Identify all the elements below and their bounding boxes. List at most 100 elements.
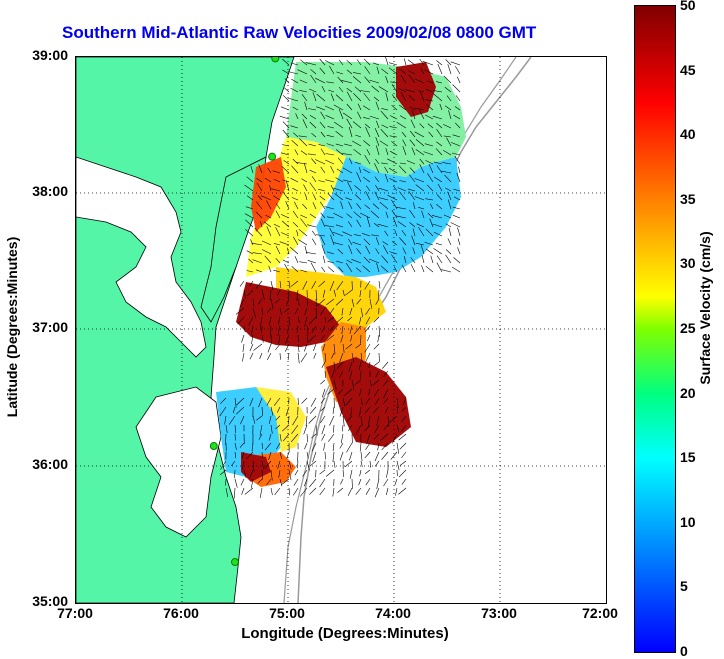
velocity-vector (292, 210, 299, 219)
velocity-vector (366, 433, 371, 444)
velocity-vector (234, 451, 236, 459)
velocity-vector (237, 316, 245, 325)
velocity-vector (301, 178, 308, 183)
velocity-vector (304, 307, 308, 316)
velocity-vector (275, 203, 281, 210)
velocity-vector (307, 260, 317, 264)
velocity-vector (408, 74, 416, 84)
velocity-vector (339, 442, 344, 449)
velocity-vector (298, 135, 308, 138)
velocity-vector (325, 179, 335, 183)
velocity-vector (398, 469, 407, 478)
velocity-vector (353, 92, 362, 102)
velocity-vector (396, 121, 407, 129)
velocity-vector (382, 370, 389, 378)
velocity-vector (409, 209, 416, 219)
velocity-vector (290, 433, 299, 443)
velocity-vector (397, 221, 407, 228)
velocity-vector (428, 131, 434, 138)
velocity-vector (246, 250, 254, 255)
velocity-vector (303, 184, 308, 192)
velocity-vector (288, 316, 291, 326)
velocity-vector (457, 76, 461, 84)
velocity-vector (225, 424, 228, 433)
velocity-vector (272, 170, 281, 174)
velocity-vector (398, 487, 407, 495)
velocity-vector (348, 244, 353, 255)
velocity-vector (234, 487, 236, 499)
velocity-vector (407, 188, 416, 192)
velocity-vector (394, 478, 398, 486)
y-tick: 35:00 (32, 593, 68, 609)
velocity-vector (352, 76, 362, 84)
velocity-vector (320, 148, 326, 156)
velocity-vector (336, 149, 344, 156)
x-tick: 73:00 (481, 605, 517, 621)
velocity-vector (308, 143, 317, 147)
velocity-vector (261, 442, 263, 450)
velocity-vector (345, 397, 353, 406)
velocity-vector (347, 181, 353, 192)
velocity-vector (346, 415, 353, 422)
velocity-vector (273, 195, 281, 201)
velocity-vector (354, 86, 362, 93)
velocity-vectors (219, 57, 461, 499)
velocity-vector (363, 256, 371, 264)
velocity-vector (302, 469, 308, 477)
velocity-vector (393, 266, 398, 273)
velocity-vector (235, 307, 245, 315)
velocity-vector (420, 91, 425, 102)
velocity-vector (291, 424, 299, 434)
velocity-vector (311, 158, 317, 165)
velocity-vector (427, 123, 434, 129)
velocity-vector (303, 162, 308, 174)
velocity-vector (333, 361, 336, 372)
velocity-vector (370, 210, 380, 219)
velocity-vector (321, 266, 326, 273)
velocity-vector (409, 174, 416, 183)
velocity-vector (361, 233, 371, 237)
velocity-vector (351, 352, 355, 363)
velocity-vector (452, 214, 461, 219)
velocity-vector (391, 104, 398, 111)
velocity-vector (417, 90, 425, 93)
velocity-vector (327, 192, 335, 201)
velocity-vector (342, 289, 345, 297)
velocity-vector (341, 80, 353, 84)
velocity-vector (279, 115, 290, 120)
velocity-vector (319, 469, 326, 475)
velocity-vector (241, 334, 245, 343)
velocity-vector (256, 182, 263, 192)
velocity-vector (256, 415, 263, 421)
velocity-vector (381, 124, 389, 129)
velocity-vector (285, 201, 290, 210)
velocity-vector (391, 254, 398, 264)
velocity-vector (439, 103, 443, 111)
velocity-vector (445, 254, 452, 264)
velocity-vector (297, 316, 300, 324)
velocity-vector (442, 162, 452, 165)
velocity-vector (257, 478, 263, 484)
velocity-vector (333, 289, 337, 297)
velocity-vector (313, 194, 317, 201)
velocity-vector (415, 184, 425, 192)
velocity-vector (385, 148, 389, 156)
velocity-vector (364, 325, 371, 333)
velocity-vector (396, 424, 400, 433)
velocity-vector (244, 213, 254, 219)
x-tick: 75:00 (269, 605, 305, 621)
velocity-vector (373, 343, 380, 350)
velocity-vector (327, 388, 335, 395)
velocity-vector (364, 76, 371, 84)
velocity-vector (319, 201, 326, 210)
velocity-vector (414, 107, 425, 111)
velocity-vector (445, 223, 452, 228)
y-tick: 39:00 (32, 47, 68, 63)
velocity-vector (316, 106, 326, 111)
velocity-vector (268, 433, 272, 441)
velocity-vector (418, 207, 425, 210)
station-marker (231, 558, 239, 567)
velocity-vector (436, 122, 443, 129)
velocity-vector (299, 138, 308, 147)
velocity-vector (445, 249, 452, 255)
